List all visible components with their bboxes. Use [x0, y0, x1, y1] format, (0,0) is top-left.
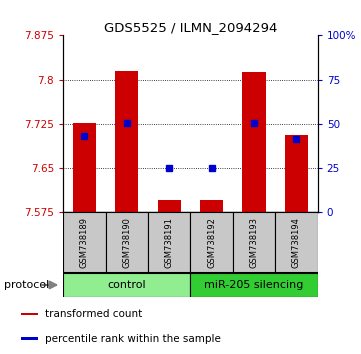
Bar — [157, 200, 181, 212]
Text: control: control — [108, 280, 146, 290]
Text: GSM738194: GSM738194 — [292, 217, 301, 268]
Text: protocol: protocol — [4, 280, 49, 290]
Bar — [63, 273, 190, 297]
Bar — [233, 212, 275, 273]
Bar — [285, 135, 308, 212]
Text: GSM738189: GSM738189 — [80, 217, 89, 268]
Bar — [21, 313, 38, 315]
Bar — [21, 337, 38, 340]
Title: GDS5525 / ILMN_2094294: GDS5525 / ILMN_2094294 — [104, 21, 277, 34]
Bar — [200, 200, 223, 212]
Text: GSM738190: GSM738190 — [122, 217, 131, 268]
Text: transformed count: transformed count — [45, 309, 142, 319]
Text: GSM738191: GSM738191 — [165, 217, 174, 268]
Text: percentile rank within the sample: percentile rank within the sample — [45, 333, 221, 344]
Text: GSM738192: GSM738192 — [207, 217, 216, 268]
Bar — [275, 212, 318, 273]
Text: GSM738193: GSM738193 — [249, 217, 258, 268]
Bar — [105, 212, 148, 273]
Text: miR-205 silencing: miR-205 silencing — [204, 280, 304, 290]
Bar — [148, 212, 191, 273]
Bar — [190, 273, 318, 297]
Bar — [242, 72, 266, 212]
Bar — [115, 71, 139, 212]
Bar — [73, 123, 96, 212]
Bar — [190, 212, 233, 273]
Bar — [63, 212, 105, 273]
